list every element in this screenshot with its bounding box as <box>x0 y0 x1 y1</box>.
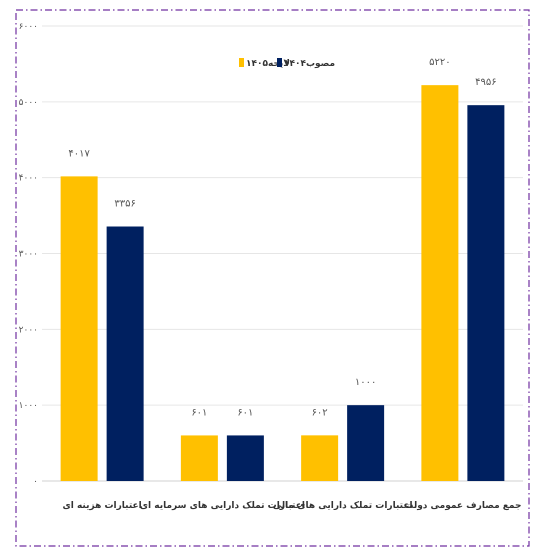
bar-series-1-category-1 <box>60 176 98 481</box>
y-tick-label-3000: ۳۰۰۰ <box>19 250 38 260</box>
bar-series-1-category-2 <box>180 435 218 481</box>
category-label-1: اعتبارات هزینه ای <box>63 501 142 511</box>
y-tick-label-1000: ۱۰۰۰ <box>19 401 38 411</box>
bar-series-2-category-1 <box>106 226 144 481</box>
bars <box>60 85 505 482</box>
legend-swatch-series-1 <box>239 58 244 67</box>
data-label-series-1-category-4: ۵۲۲۰ <box>429 57 450 68</box>
category-label-4: جمع مصارف عمومی دولت <box>404 501 521 511</box>
data-label-series-1-category-2: ۶۰۱ <box>191 407 207 418</box>
y-tick-label-5000: ۵۰۰۰ <box>19 98 38 108</box>
y-tick-label-2000: ۲۰۰۰ <box>19 325 38 335</box>
data-label-series-1-category-3: ۶۰۲ <box>312 407 328 418</box>
y-tick-label-0: ۰ <box>33 477 38 487</box>
bar-series-1-category-4 <box>421 85 459 482</box>
y-tick-label-4000: ۴۰۰۰ <box>19 174 38 184</box>
bar-series-2-category-2 <box>226 435 264 481</box>
legend-label-series-2: مصوب۱۴۰۴ <box>284 59 335 69</box>
data-label-series-2-category-1: ۳۳۵۶ <box>114 199 135 210</box>
data-label-series-1-category-1: ۴۰۱۷ <box>68 148 90 159</box>
y-axis: ۰ ۱۰۰۰ ۲۰۰۰ ۳۰۰۰ ۴۰۰۰ ۵۰۰۰ ۶۰۰۰ <box>19 22 38 487</box>
bar-series-2-category-4 <box>467 105 505 482</box>
data-label-series-2-category-4: ۴۹۵۶ <box>475 77 496 88</box>
bar-series-1-category-3 <box>301 435 339 481</box>
data-label-series-2-category-2: ۶۰۱ <box>237 407 253 418</box>
legend-swatch-series-2 <box>277 58 282 67</box>
category-label-2: اعتبارات تملک دارایی های سرمایه ای <box>140 501 305 511</box>
category-label-3: اعتبارات تملک دارایی های مالی <box>273 501 413 511</box>
chart-border <box>15 9 530 547</box>
y-tick-label-6000: ۶۰۰۰ <box>19 22 38 32</box>
data-labels: ۴۰۱۷ ۳۳۵۶ ۶۰۱ ۶۰۱ ۶۰۲ ۱۰۰۰ ۵۲۲۰ ۴۹۵۶ <box>68 57 496 418</box>
legend-label-series-1: لایحه۱۴۰۵ <box>246 59 290 69</box>
data-label-series-2-category-3: ۱۰۰۰ <box>355 377 376 388</box>
bar-series-2-category-3 <box>347 405 385 481</box>
legend: لایحه۱۴۰۵ مصوب۱۴۰۴ <box>239 58 335 69</box>
